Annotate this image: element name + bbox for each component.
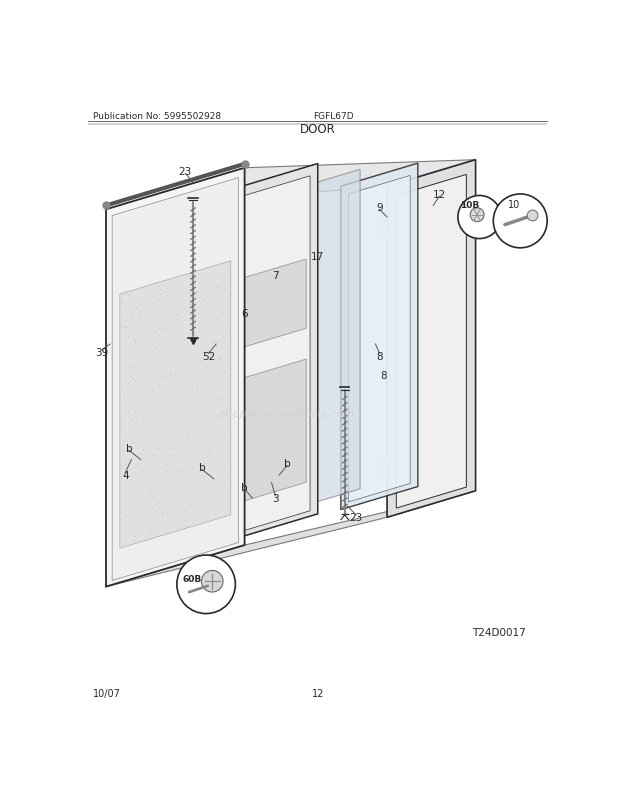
Circle shape xyxy=(527,211,538,221)
Text: 10B: 10B xyxy=(460,201,479,210)
Text: 52: 52 xyxy=(202,351,215,361)
Polygon shape xyxy=(241,260,306,349)
Text: 8: 8 xyxy=(376,351,383,361)
Text: 39: 39 xyxy=(95,347,108,358)
Text: 7: 7 xyxy=(272,270,279,281)
Circle shape xyxy=(470,209,484,222)
Text: 12: 12 xyxy=(312,688,324,699)
Text: Publication No: 5995502928: Publication No: 5995502928 xyxy=(93,111,221,120)
Circle shape xyxy=(202,571,223,592)
Text: 4: 4 xyxy=(122,471,128,480)
Text: b: b xyxy=(199,463,206,472)
Text: eReplacementParts.com: eReplacementParts.com xyxy=(219,409,355,419)
Polygon shape xyxy=(387,160,476,517)
Text: DOOR: DOOR xyxy=(300,123,335,136)
Polygon shape xyxy=(106,160,476,210)
Polygon shape xyxy=(112,178,239,581)
Text: 17: 17 xyxy=(311,251,324,261)
Text: 60B: 60B xyxy=(183,574,202,583)
Text: FGFL67D: FGFL67D xyxy=(313,111,353,120)
Polygon shape xyxy=(298,170,360,508)
Polygon shape xyxy=(241,359,306,502)
Polygon shape xyxy=(106,168,245,587)
Polygon shape xyxy=(237,176,310,533)
Polygon shape xyxy=(229,164,317,541)
Text: 23: 23 xyxy=(350,512,363,523)
Text: b: b xyxy=(241,482,248,492)
Circle shape xyxy=(458,196,501,239)
Polygon shape xyxy=(106,491,476,587)
Text: 23: 23 xyxy=(179,167,192,176)
Circle shape xyxy=(494,195,547,249)
Text: 9: 9 xyxy=(376,203,383,213)
Text: 10: 10 xyxy=(508,200,520,209)
Text: 12: 12 xyxy=(433,190,446,200)
Text: T24D0017: T24D0017 xyxy=(472,627,526,637)
Polygon shape xyxy=(381,458,387,480)
Text: 3: 3 xyxy=(272,493,279,504)
Text: b: b xyxy=(283,459,290,469)
Text: 6: 6 xyxy=(241,309,248,319)
Circle shape xyxy=(177,555,236,614)
Text: 8: 8 xyxy=(380,371,386,380)
Polygon shape xyxy=(381,220,387,241)
Text: b: b xyxy=(126,444,133,453)
Polygon shape xyxy=(396,175,466,508)
Polygon shape xyxy=(341,164,418,510)
Polygon shape xyxy=(120,261,231,549)
Text: 10/07: 10/07 xyxy=(93,688,121,699)
Polygon shape xyxy=(348,176,410,502)
